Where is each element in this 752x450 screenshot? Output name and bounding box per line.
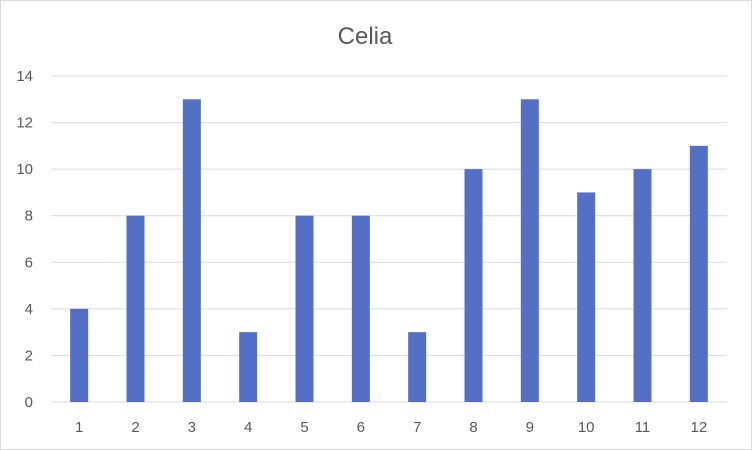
chart-title: Celia	[338, 23, 393, 50]
x-tick-label: 11	[635, 419, 651, 436]
y-axis-ticks: 0 2 4 6 8 10 12 14	[16, 68, 33, 411]
x-tick-label: 9	[526, 419, 534, 436]
bar	[295, 215, 314, 402]
x-tick-label: 8	[469, 419, 477, 436]
y-tick-label: 6	[25, 254, 33, 271]
bar	[239, 332, 258, 402]
x-tick-label: 12	[690, 419, 707, 436]
y-tick-label: 14	[16, 68, 33, 85]
bar	[408, 332, 427, 402]
x-tick-label: 2	[131, 419, 139, 436]
y-tick-label: 8	[25, 208, 33, 225]
gridlines	[51, 75, 727, 403]
y-tick-label: 12	[16, 115, 33, 132]
x-tick-label: 5	[300, 419, 308, 436]
y-tick-label: 10	[16, 161, 33, 178]
bar	[126, 215, 145, 402]
x-tick-label: 10	[578, 419, 595, 436]
bar	[633, 169, 652, 402]
bar	[520, 99, 539, 403]
bar	[689, 145, 708, 402]
x-tick-label: 6	[357, 419, 365, 436]
bars	[70, 99, 708, 403]
bar	[182, 99, 201, 403]
y-tick-label: 0	[25, 394, 33, 411]
x-tick-label: 1	[75, 419, 83, 436]
bar	[70, 308, 89, 402]
bar	[351, 215, 370, 402]
x-tick-label: 7	[413, 419, 421, 436]
x-axis-ticks: 1 2 3 4 5 6 7 8 9 10 11 12	[75, 419, 707, 436]
y-tick-label: 4	[25, 301, 33, 318]
bar	[577, 192, 596, 402]
x-tick-label: 3	[188, 419, 196, 436]
y-tick-label: 2	[25, 347, 33, 364]
bar	[464, 169, 483, 402]
x-tick-label: 4	[244, 419, 252, 436]
